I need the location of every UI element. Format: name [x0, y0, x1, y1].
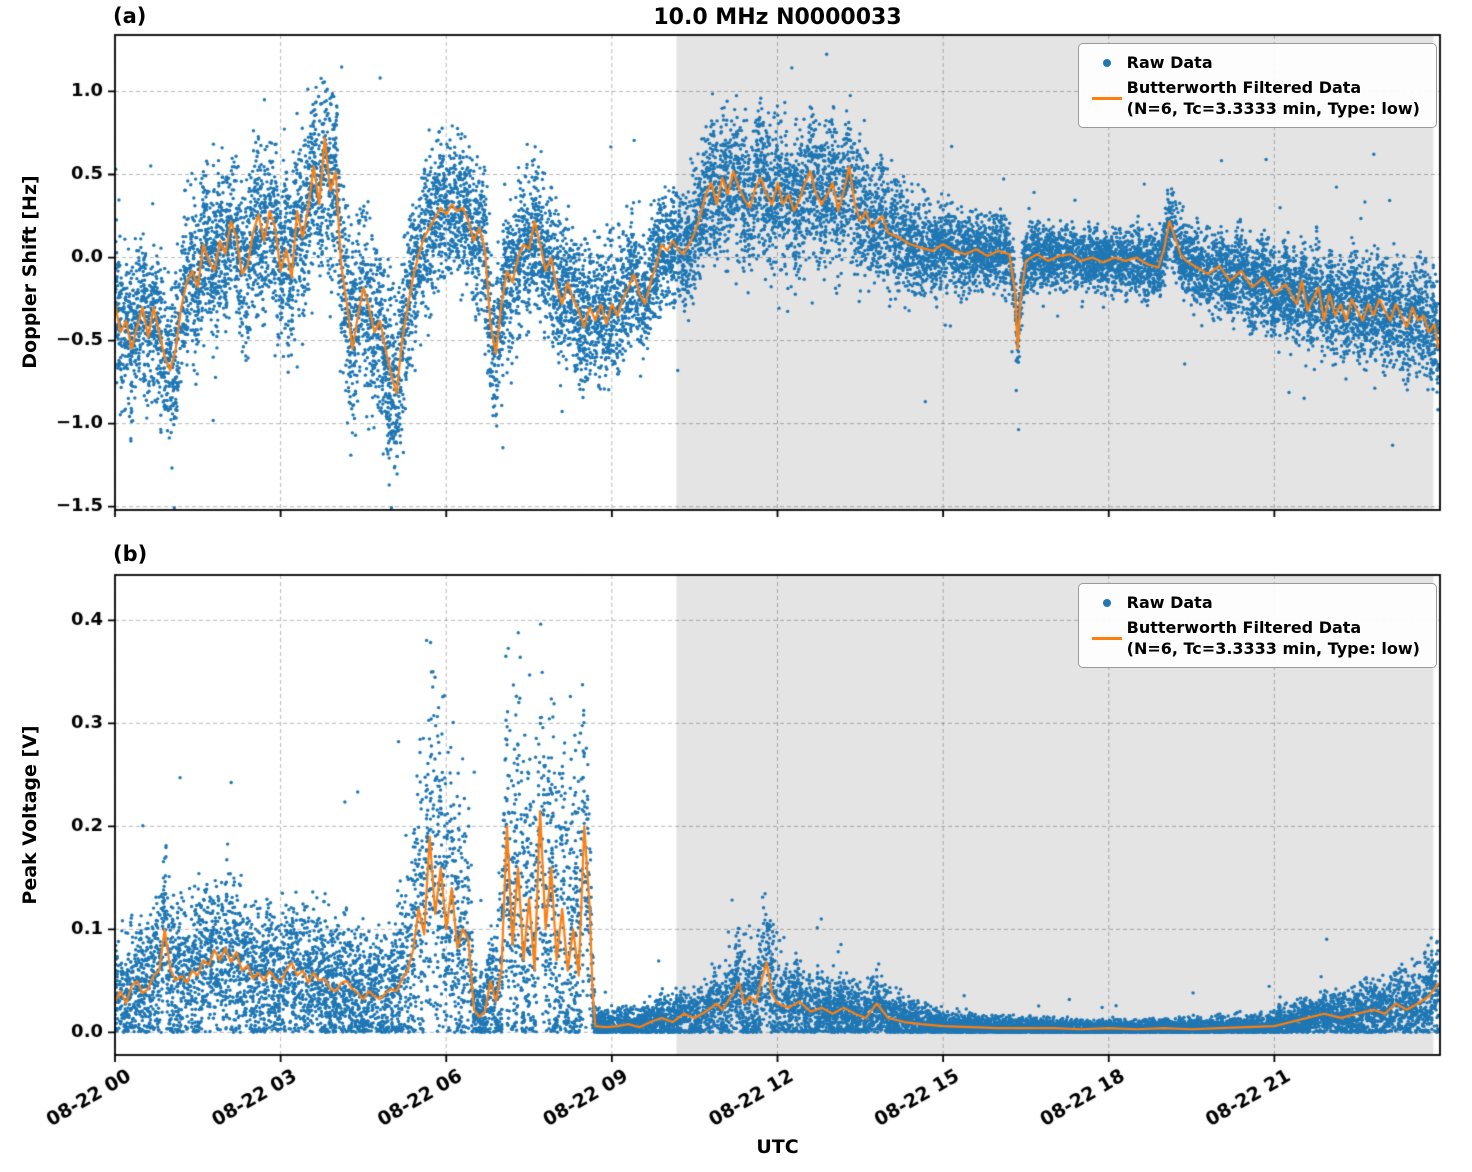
legend-filtered-label-block: Butterworth Filtered Data (N=6, Tc=3.333…	[1127, 617, 1420, 659]
legend-b: Raw Data Butterworth Filtered Data (N=6,…	[1077, 583, 1437, 669]
legend-raw-entry: Raw Data	[1087, 52, 1420, 73]
filtered-line-icon	[1087, 636, 1127, 640]
legend-filtered-entry: Butterworth Filtered Data (N=6, Tc=3.333…	[1087, 77, 1420, 119]
legend-raw-label: Raw Data	[1126, 53, 1213, 72]
legend-raw-label: Raw Data	[1126, 593, 1213, 612]
y-axis-label-a: Doppler Shift [Hz]	[19, 175, 41, 369]
y-axis-label-b: Peak Voltage [V]	[19, 725, 41, 905]
legend-filtered-label: Butterworth Filtered Data	[1126, 618, 1362, 638]
legend-a: Raw Data Butterworth Filtered Data (N=6,…	[1077, 43, 1437, 129]
legend-filtered-sublabel: (N=6, Tc=3.3333 min, Type: low)	[1126, 99, 1420, 119]
legend-filtered-sublabel: (N=6, Tc=3.3333 min, Type: low)	[1126, 639, 1420, 659]
x-axis-label: UTC	[756, 1136, 799, 1158]
raw-data-dot-icon	[1087, 598, 1127, 607]
legend-filtered-label: Butterworth Filtered Data	[1126, 78, 1362, 98]
legend-filtered-entry: Butterworth Filtered Data (N=6, Tc=3.333…	[1087, 617, 1420, 659]
legend-raw-entry: Raw Data	[1087, 592, 1420, 613]
filtered-line-icon	[1087, 96, 1127, 100]
raw-data-dot-icon	[1087, 58, 1127, 67]
panel-b-label: (b)	[113, 542, 148, 566]
legend-filtered-label-block: Butterworth Filtered Data (N=6, Tc=3.333…	[1127, 77, 1420, 119]
chart-title: 10.0 MHz N0000033	[653, 5, 902, 30]
panel-a-label: (a)	[113, 4, 147, 28]
